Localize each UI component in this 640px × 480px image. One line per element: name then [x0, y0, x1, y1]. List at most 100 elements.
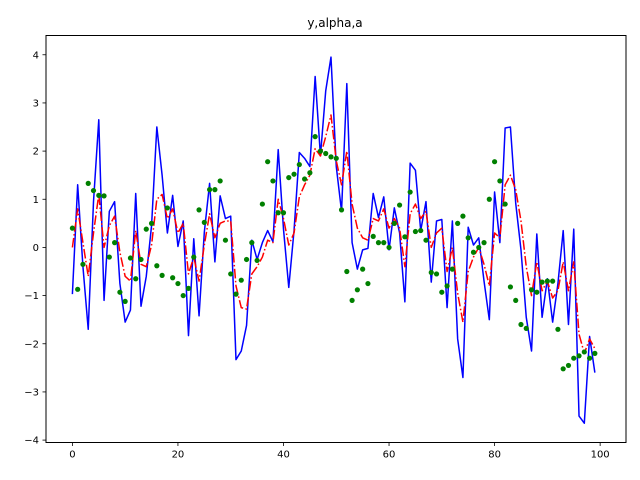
x-tick-label: 20 [172, 450, 185, 461]
series-2-point [338, 207, 345, 213]
y-tick-label: −3 [24, 387, 39, 398]
series-2-point [360, 266, 366, 272]
series-2-point [207, 187, 213, 193]
y-tick-label: 1 [33, 195, 39, 206]
series-2-point [243, 256, 250, 263]
series-2-point [75, 286, 81, 292]
series-2-point [381, 240, 387, 246]
series-2-point [175, 280, 181, 287]
series-2-point [523, 325, 529, 331]
series-2-point [581, 349, 587, 355]
series-2-point [444, 283, 450, 289]
x-tick-label: 60 [383, 450, 396, 461]
series-2-point [238, 277, 244, 283]
series-2-point [280, 210, 287, 216]
axes: 0 20 40 60 80 100 −4 −3 −2 −1 0 1 2 3 4 [24, 50, 609, 460]
series-2-point [497, 178, 503, 184]
series-2-point [159, 272, 165, 278]
y-tick-label: 0 [33, 243, 39, 254]
series-2-point [418, 227, 424, 234]
series-2-point [513, 297, 519, 304]
series-2-point [476, 244, 482, 251]
series-2-point [555, 326, 561, 332]
series-2-point [486, 196, 492, 202]
series-2-point [481, 240, 487, 246]
series-2-point [265, 159, 271, 165]
series-2-point [407, 189, 413, 195]
series-2-point [470, 249, 477, 255]
series-2-point [270, 178, 276, 184]
y-tick-label: 3 [33, 98, 39, 109]
series-2-point [228, 271, 234, 277]
series-2-point [560, 366, 566, 372]
series-2-point [518, 321, 524, 328]
y-tick-label: −4 [24, 436, 39, 447]
series-2-point [307, 170, 313, 176]
series-2-point [138, 256, 144, 263]
series-2-point [148, 220, 155, 226]
series-2-point [96, 192, 102, 199]
x-tick-label: 100 [591, 450, 610, 461]
series-2-point [592, 350, 598, 356]
series-2-point [375, 240, 382, 246]
y-tick-label: −1 [24, 291, 39, 302]
series-2-point [550, 278, 556, 284]
series-2-point [391, 220, 397, 226]
series-2-point [370, 233, 376, 239]
series-2-point [286, 174, 292, 181]
series-2-point [312, 134, 318, 140]
series-2-point [544, 278, 550, 284]
series-2-point [317, 148, 324, 154]
axes-frame [45, 35, 627, 443]
series-2-point [460, 213, 466, 219]
series-2-point [185, 285, 192, 291]
series-2-point [127, 255, 134, 261]
series-2-point [254, 257, 260, 264]
series-2-point [133, 276, 139, 282]
series-2-point [571, 355, 577, 361]
series-2-point [365, 280, 371, 287]
series-2-point [465, 235, 471, 241]
series-2-point [412, 228, 419, 235]
series-2-point [222, 237, 229, 243]
series-2-point [291, 171, 297, 177]
series-2-point [439, 289, 445, 295]
series-2-point [333, 155, 339, 161]
series-2-point [180, 292, 186, 299]
series-2-point [259, 201, 265, 207]
series-2-point [349, 297, 355, 304]
series-2-point [249, 240, 255, 246]
series-2-point [528, 287, 535, 293]
series-2-point [106, 254, 112, 260]
series-2-point [69, 225, 75, 231]
series-2-point [344, 268, 350, 275]
series-2-point [212, 187, 218, 193]
y-tick-label: 4 [33, 50, 39, 61]
series-2-point [143, 226, 149, 232]
series-2-point [201, 219, 207, 225]
series-2-point [586, 355, 593, 361]
x-tick-label: 40 [277, 450, 290, 461]
series-1-line [71, 114, 596, 355]
series-2-point [154, 263, 160, 269]
series-2-point [565, 362, 572, 369]
series-2-point [117, 289, 123, 295]
series-2-point [423, 237, 429, 243]
series-2-point [386, 244, 392, 251]
series-2-point [396, 202, 403, 208]
x-tick-label: 80 [488, 450, 501, 461]
series-2-point [90, 187, 97, 194]
series-2-point [80, 261, 86, 267]
series-2-point [534, 289, 540, 295]
series-2-point [296, 161, 302, 168]
y-tick-label: 2 [33, 147, 39, 158]
chart-title: y,alpha,a [307, 16, 362, 30]
series-2-point [275, 210, 281, 216]
series-2-point [112, 240, 118, 246]
series-2-point [302, 176, 308, 182]
series-2-point [502, 201, 508, 207]
series-2-point [233, 291, 239, 297]
series-2-point [164, 205, 170, 211]
